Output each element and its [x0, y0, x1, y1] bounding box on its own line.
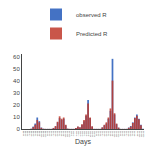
- svg-text:5/1/12: 5/1/12: [103, 130, 105, 136]
- svg-text:9/1/10: 9/1/10: [62, 130, 64, 136]
- svg-text:1/1/11: 1/1/11: [70, 130, 72, 136]
- svg-text:9/1/09: 9/1/09: [38, 130, 40, 136]
- svg-text:9/1/12: 9/1/12: [111, 130, 113, 136]
- svg-text:9/1/11: 9/1/11: [87, 130, 89, 136]
- svg-text:30: 30: [13, 90, 20, 96]
- svg-text:4/1/13: 4/1/13: [125, 130, 127, 136]
- svg-text:1/1/09: 1/1/09: [22, 130, 24, 136]
- svg-text:6/1/10: 6/1/10: [56, 130, 58, 136]
- svg-text:1/1/10: 1/1/10: [46, 130, 48, 136]
- svg-text:10/1/12: 10/1/12: [113, 130, 115, 138]
- svg-text:4/1/09: 4/1/09: [28, 130, 30, 136]
- svg-text:60: 60: [13, 54, 20, 60]
- svg-text:20: 20: [13, 102, 20, 108]
- svg-text:Predicted R: Predicted R: [76, 31, 108, 37]
- svg-text:11/1/09: 11/1/09: [42, 130, 44, 137]
- svg-text:7/1/13: 7/1/13: [131, 130, 133, 136]
- svg-text:5/1/11: 5/1/11: [79, 130, 81, 136]
- svg-text:3/1/11: 3/1/11: [75, 130, 77, 136]
- svg-text:6/1/12: 6/1/12: [105, 130, 107, 136]
- svg-text:12/1/12: 12/1/12: [117, 130, 119, 138]
- svg-text:11/1/10: 11/1/10: [66, 130, 68, 137]
- svg-text:2/1/12: 2/1/12: [97, 130, 99, 136]
- svg-text:4/1/10: 4/1/10: [52, 130, 54, 136]
- svg-text:40: 40: [13, 78, 20, 84]
- svg-text:3/1/10: 3/1/10: [50, 130, 52, 136]
- svg-text:2/1/09: 2/1/09: [24, 130, 26, 136]
- svg-text:12/1/13: 12/1/13: [142, 130, 144, 138]
- svg-text:10/1/13: 10/1/13: [138, 130, 140, 138]
- svg-text:10/1/10: 10/1/10: [64, 130, 66, 138]
- svg-text:50: 50: [13, 66, 20, 72]
- svg-text:7/1/12: 7/1/12: [107, 130, 109, 136]
- svg-text:observed R: observed R: [76, 12, 107, 18]
- svg-text:11/1/12: 11/1/12: [115, 130, 117, 137]
- svg-text:5/1/13: 5/1/13: [127, 130, 129, 136]
- svg-text:6/1/11: 6/1/11: [81, 130, 83, 136]
- svg-text:11/1/11: 11/1/11: [91, 130, 93, 137]
- svg-text:7/1/09: 7/1/09: [34, 130, 36, 136]
- svg-text:8/1/10: 8/1/10: [60, 130, 62, 136]
- svg-text:7/1/11: 7/1/11: [83, 130, 85, 136]
- svg-text:Days: Days: [75, 138, 91, 146]
- svg-text:4/1/11: 4/1/11: [77, 130, 79, 136]
- svg-text:10/1/11: 10/1/11: [89, 130, 91, 137]
- svg-text:3/1/12: 3/1/12: [99, 130, 101, 136]
- svg-text:5/1/09: 5/1/09: [30, 130, 32, 136]
- svg-text:2/1/10: 2/1/10: [48, 130, 50, 136]
- svg-text:6/1/13: 6/1/13: [129, 130, 131, 136]
- svg-text:2/1/13: 2/1/13: [121, 130, 123, 136]
- svg-text:12/1/09: 12/1/09: [44, 130, 46, 138]
- svg-text:5/1/10: 5/1/10: [54, 130, 56, 136]
- svg-text:2/1/11: 2/1/11: [73, 130, 75, 136]
- svg-text:12/1/11: 12/1/11: [93, 130, 95, 137]
- svg-text:9/1/13: 9/1/13: [136, 130, 138, 136]
- svg-text:8/1/13: 8/1/13: [134, 130, 136, 136]
- svg-text:7/1/10: 7/1/10: [58, 130, 60, 136]
- svg-text:11/1/13: 11/1/13: [140, 130, 142, 137]
- svg-text:1/1/13: 1/1/13: [119, 130, 121, 136]
- svg-text:0: 0: [16, 126, 20, 132]
- svg-text:3/1/09: 3/1/09: [26, 130, 28, 136]
- svg-text:10/1/09: 10/1/09: [40, 130, 42, 138]
- svg-text:8/1/12: 8/1/12: [109, 130, 111, 136]
- svg-text:12/1/10: 12/1/10: [68, 130, 70, 138]
- svg-text:8/1/09: 8/1/09: [36, 130, 38, 136]
- svg-text:3/1/13: 3/1/13: [123, 130, 125, 136]
- svg-text:8/1/11: 8/1/11: [85, 130, 87, 136]
- svg-text:6/1/09: 6/1/09: [32, 130, 34, 136]
- svg-text:1/1/12: 1/1/12: [95, 130, 97, 136]
- svg-text:4/1/12: 4/1/12: [101, 130, 103, 136]
- svg-text:10: 10: [13, 114, 20, 120]
